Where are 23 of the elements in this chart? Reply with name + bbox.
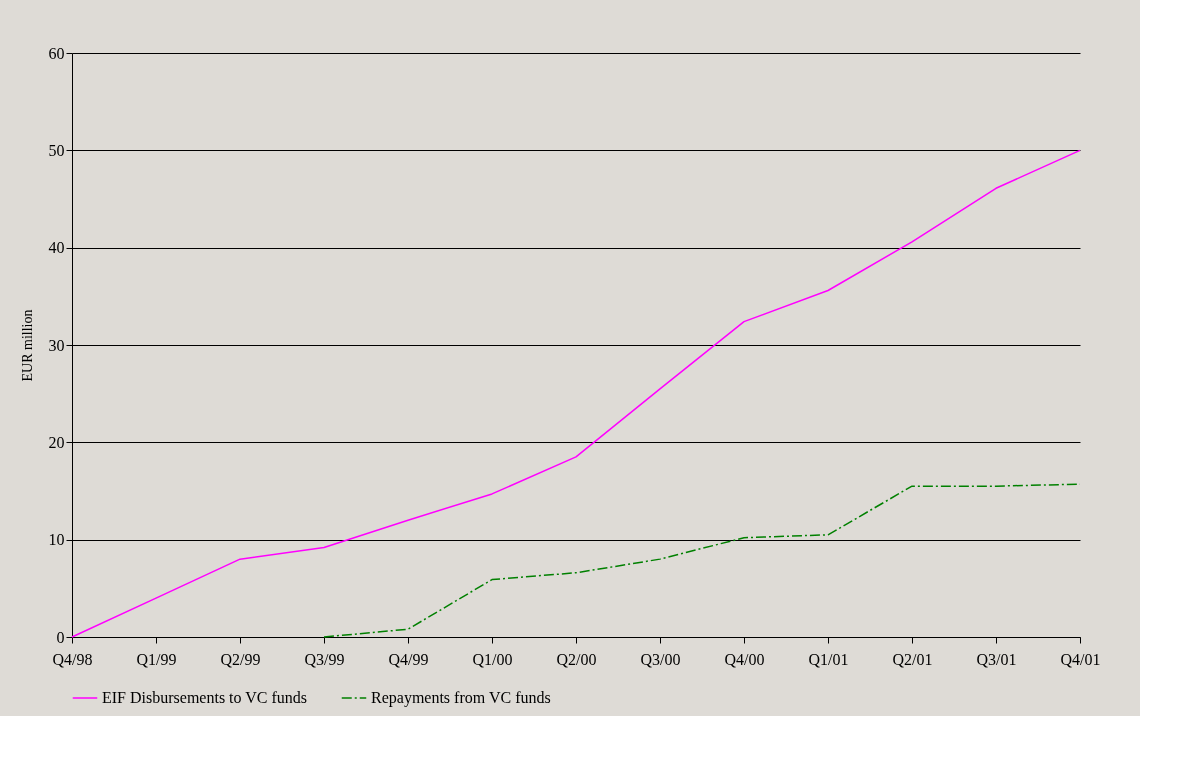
x-tick-label: Q2/99 [220,650,261,668]
legend-label: Repayments from VC funds [371,689,551,707]
y-tick-label: 20 [48,433,65,451]
x-tick-label: Q4/99 [388,650,429,668]
y-tick-label: 60 [48,44,65,62]
x-tick-label: Q2/01 [892,650,933,668]
x-tick-label: Q3/99 [304,650,345,668]
y-tick-label: 50 [48,141,65,159]
x-tick-label: Q1/01 [808,650,849,668]
x-tick-label: Q4/98 [52,650,93,668]
y-axis-title: EUR million [19,309,35,382]
x-tick-label: Q4/01 [1060,650,1101,668]
legend-label: EIF Disbursements to VC funds [102,689,308,706]
y-tick-label: 40 [48,239,65,257]
y-tick-label: 0 [56,628,65,646]
x-tick-label: Q1/99 [136,650,177,668]
y-tick-label: 30 [48,336,65,354]
x-tick-label: Q3/00 [640,650,681,668]
x-tick-label: Q4/00 [724,650,765,668]
x-tick-label: Q3/01 [976,650,1017,668]
x-tick-label: Q1/00 [472,650,513,668]
x-tick-label: Q2/00 [556,650,597,668]
y-tick-label: 10 [48,531,65,549]
